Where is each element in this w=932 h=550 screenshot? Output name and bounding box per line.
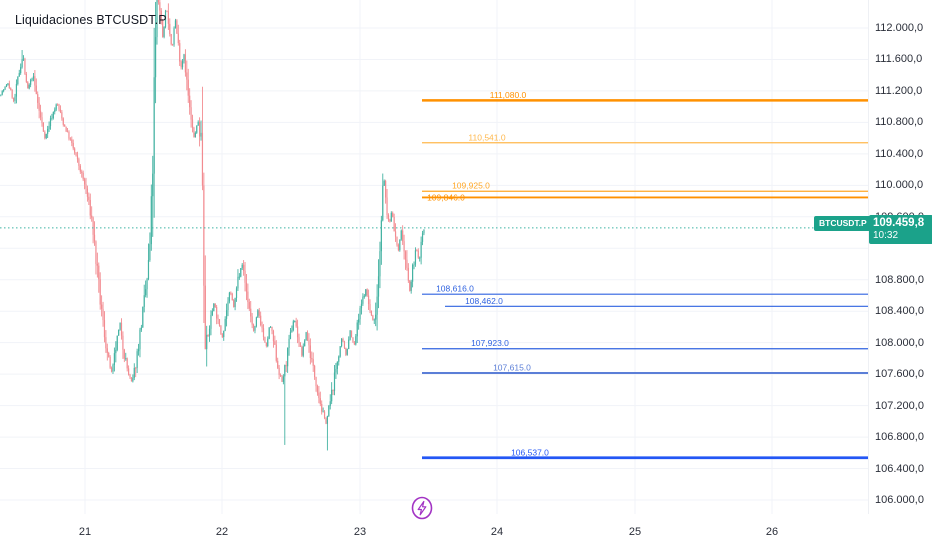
liquidation-level-label[interactable]: 107,923.0 xyxy=(471,338,509,348)
symbol-price-tag: BTCUSDT.P xyxy=(814,215,872,231)
price-axis-label: 108.000,0 xyxy=(875,336,924,349)
time-axis-label: 21 xyxy=(78,526,92,538)
price-axis-label: 107.200,0 xyxy=(875,399,924,412)
price-axis-label: 108.800,0 xyxy=(875,273,924,286)
price-axis-label: 108.400,0 xyxy=(875,305,924,318)
time-axis-label: 26 xyxy=(765,526,779,538)
liquidation-level-label[interactable]: 110,541.0 xyxy=(468,132,505,142)
time-axis[interactable]: 21 22 23 24 25 26 xyxy=(0,514,932,550)
time-axis-label: 23 xyxy=(353,526,367,538)
lightning-bolt-icon xyxy=(411,496,433,520)
price-axis-label: 106.000,0 xyxy=(875,494,924,506)
price-axis-label: 106.400,0 xyxy=(875,462,924,475)
price-axis-label: 107.600,0 xyxy=(875,368,924,381)
current-price-time: 10:32 xyxy=(873,229,899,241)
time-axis-label: 22 xyxy=(215,526,229,538)
flash-button[interactable] xyxy=(407,492,437,524)
liquidation-level-label[interactable]: 109,925.0 xyxy=(452,181,490,191)
price-axis-label: 110.400,0 xyxy=(875,147,924,160)
liquidation-level-label[interactable]: 107,615.0 xyxy=(493,362,531,372)
current-price-badge: 109.459,8 10:32 xyxy=(869,214,932,244)
price-axis-label: 110.000,0 xyxy=(875,179,924,192)
liquidation-level-label[interactable]: 109,846.0 xyxy=(427,192,465,202)
price-axis-label: 111.200,0 xyxy=(875,84,923,97)
liquidation-level-label[interactable]: 108,616.0 xyxy=(436,284,474,294)
liquidation-level-label[interactable]: 108,462.0 xyxy=(465,296,503,306)
gridlines xyxy=(0,0,868,514)
price-axis-border xyxy=(868,0,869,514)
chart-title: Liquidaciones BTCUSDT.P xyxy=(15,13,167,27)
liquidation-level-label[interactable]: 111,080.0 xyxy=(490,90,527,100)
price-axis-label: 110.800,0 xyxy=(875,116,924,129)
time-axis-label: 24 xyxy=(490,526,504,538)
price-axis-label: 111.600,0 xyxy=(875,53,923,66)
liquidation-level-label[interactable]: 106,537.0 xyxy=(511,447,549,457)
price-axis-label: 112.000,0 xyxy=(875,22,924,34)
price-axis-label: 106.800,0 xyxy=(875,431,924,444)
price-axis[interactable]: 112.000,0 111.600,0 111.200,0 110.800,0 110.… xyxy=(869,0,932,514)
symbol-price-tag-label: BTCUSDT.P xyxy=(819,217,867,228)
candles xyxy=(0,0,425,451)
time-axis-label: 25 xyxy=(628,526,642,538)
current-price-value: 109.459,8 xyxy=(873,216,925,229)
